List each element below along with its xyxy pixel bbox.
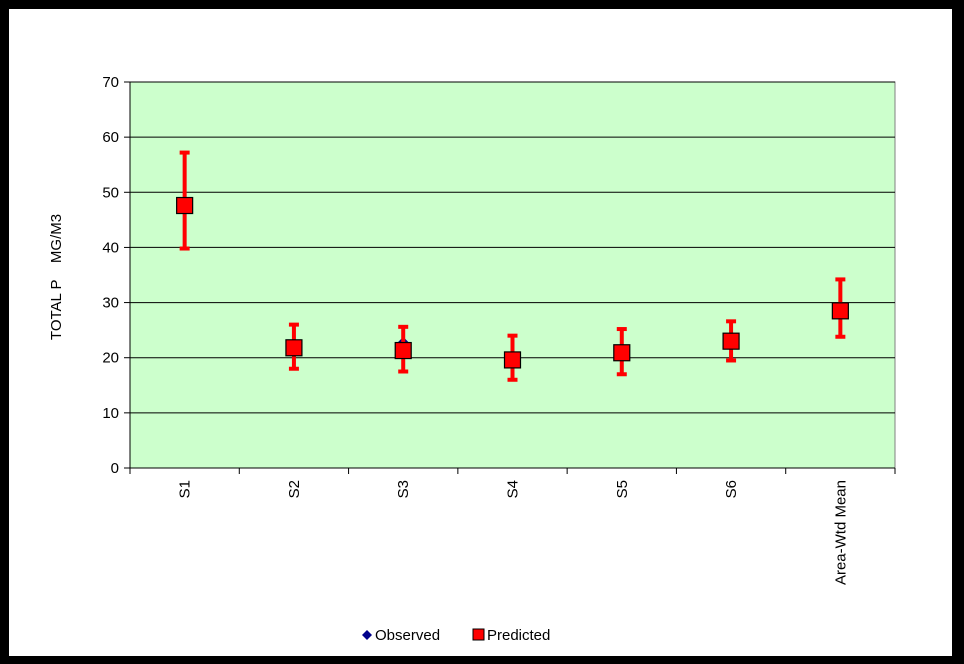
x-tick-label: S4 (505, 480, 522, 498)
x-tick-label: Area-Wtd Mean (832, 480, 849, 585)
plot-background (129, 81, 896, 469)
legend-predicted-marker (472, 628, 485, 641)
predicted-point (285, 339, 303, 357)
predicted-point (831, 302, 849, 320)
y-tick-label: 0 (111, 460, 119, 477)
x-tick-label: S6 (723, 480, 740, 498)
predicted-point (722, 332, 740, 350)
chart-area: 0 10 20 30 40 50 60 70 S1 S2 S3 S4 S5 S6 Area-Wtd Mean… (9, 9, 952, 656)
y-tick-label: 40 (102, 239, 119, 256)
predicted-point (176, 196, 194, 215)
y-tick-label: 70 (102, 74, 119, 91)
y-tick-label: 30 (102, 295, 119, 312)
legend-predicted-label: Predicted (487, 627, 550, 644)
marks-layer (176, 150, 849, 382)
y-axis-title: TOTAL P MG/M3 (48, 214, 65, 340)
predicted-point (503, 351, 522, 369)
x-tick-label: S3 (395, 480, 412, 498)
plot-layer (129, 81, 896, 469)
ticks-layer: 0 10 20 30 40 50 60 70 S1 S2 S3 S4 S5 S6 Area-Wtd Mean (102, 74, 896, 585)
legend-observed-marker (362, 630, 372, 640)
axes-layer (129, 82, 895, 469)
y-tick-label: 10 (102, 405, 119, 422)
predicted-point (394, 341, 412, 360)
x-tick-label: S1 (177, 480, 194, 498)
y-tick-label: 50 (102, 184, 119, 201)
y-tick-label: 20 (102, 350, 119, 367)
grid-layer (130, 81, 895, 414)
predicted-point (613, 344, 631, 362)
legend-observed-label: Observed (375, 627, 440, 644)
x-tick-label: S2 (286, 480, 303, 498)
chart-svg: 0 10 20 30 40 50 60 70 S1 S2 S3 S4 S5 S6 Area-Wtd Mean… (48, 74, 896, 644)
legend: Observed Predicted (362, 627, 550, 644)
x-tick-label: S5 (614, 480, 631, 498)
y-tick-label: 60 (102, 129, 119, 146)
